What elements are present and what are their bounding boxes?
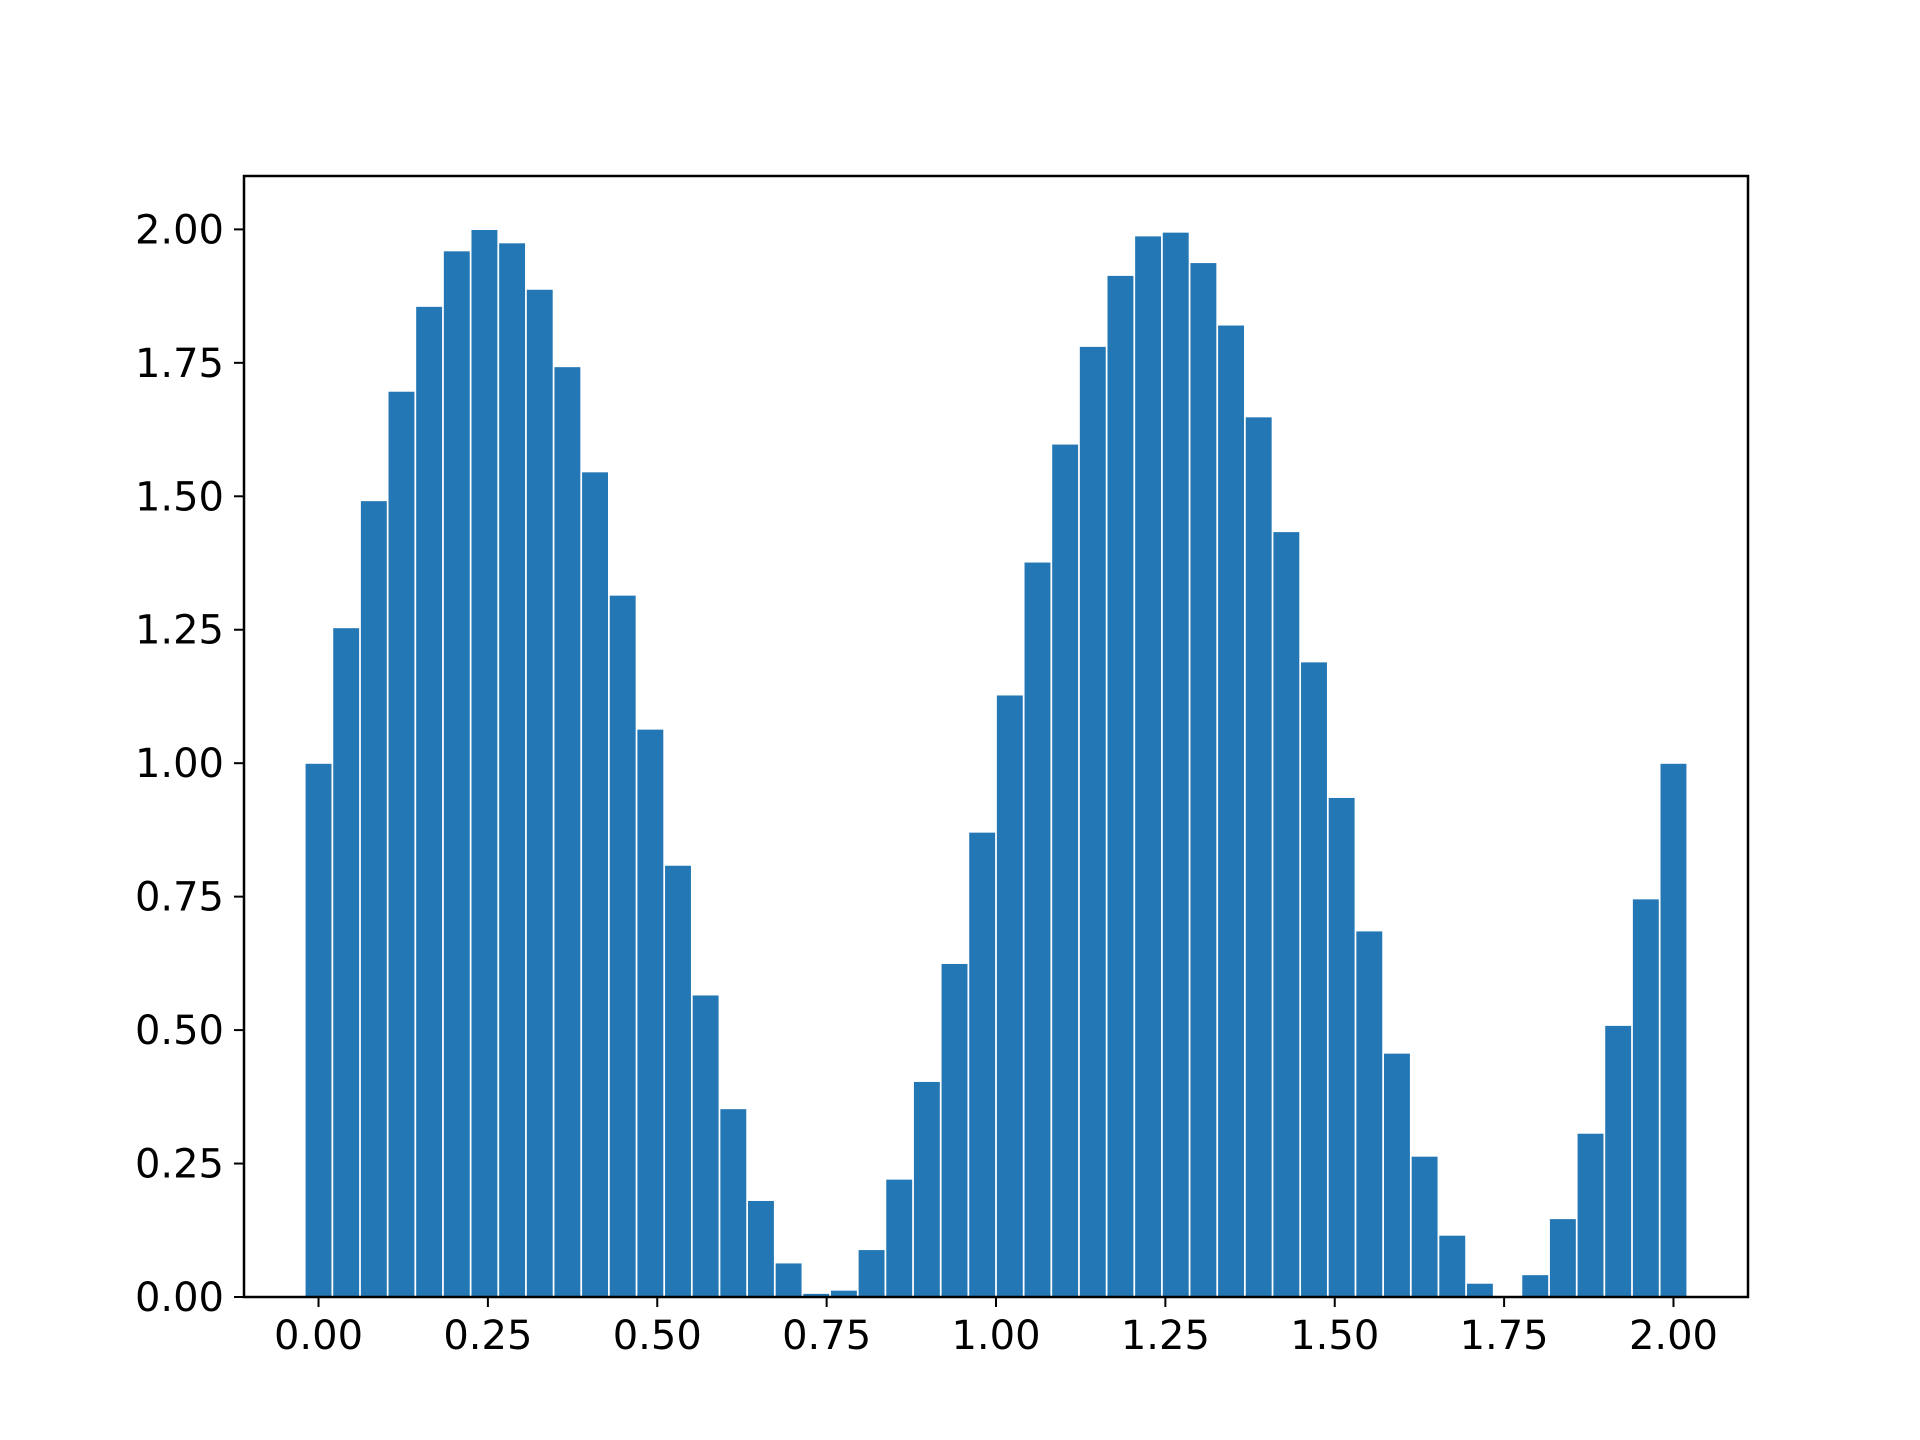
bars-group [304, 228, 1688, 1298]
y-tick-label: 0.75 [135, 875, 224, 921]
bar [1355, 930, 1384, 1298]
bar [580, 471, 610, 1298]
bar [442, 250, 471, 1298]
bar [387, 390, 416, 1298]
x-axis-ticks: 0.00 0.25 0.50 0.75 1.00 1.25 1.50 1.75 2.00 [274, 1297, 1718, 1359]
bar [691, 994, 720, 1298]
x-tick-label: 0.75 [782, 1313, 871, 1359]
bar [663, 864, 693, 1298]
y-tick-label: 0.25 [135, 1142, 224, 1188]
bar [912, 1080, 942, 1298]
bar [774, 1262, 803, 1298]
x-tick-label: 2.00 [1629, 1313, 1718, 1359]
bar [1050, 443, 1080, 1298]
bar [332, 626, 361, 1298]
x-tick-label: 0.25 [443, 1313, 532, 1359]
bar [719, 1107, 748, 1298]
bar [1382, 1052, 1412, 1298]
bar [608, 594, 637, 1298]
bar [746, 1199, 776, 1298]
bar [1631, 898, 1660, 1298]
bar [1216, 324, 1246, 1298]
bar [470, 228, 499, 1298]
bar [1023, 561, 1052, 1298]
bar [1244, 416, 1273, 1298]
bar [1327, 796, 1356, 1298]
x-tick-label: 1.50 [1290, 1313, 1379, 1359]
bar [525, 288, 554, 1298]
y-tick-label: 0.00 [135, 1275, 224, 1321]
bar [968, 831, 997, 1298]
y-tick-label: 1.25 [135, 608, 224, 654]
bar [885, 1178, 914, 1298]
bar [1106, 274, 1135, 1298]
y-tick-label: 2.00 [135, 207, 224, 253]
x-tick-label: 0.50 [613, 1313, 702, 1359]
x-tick-label: 1.25 [1121, 1313, 1210, 1359]
bar [1659, 762, 1688, 1298]
y-tick-label: 1.75 [135, 341, 224, 387]
x-tick-label: 1.00 [951, 1313, 1040, 1359]
bar [857, 1248, 886, 1298]
bar [1161, 231, 1190, 1298]
y-tick-label: 0.50 [135, 1008, 224, 1054]
bar [1299, 661, 1329, 1298]
bar [1465, 1282, 1495, 1298]
bar [553, 365, 582, 1298]
bar [1410, 1155, 1439, 1298]
bar [359, 499, 388, 1298]
bar [414, 305, 444, 1298]
bar [995, 694, 1024, 1298]
x-tick-label: 1.75 [1460, 1313, 1549, 1359]
y-tick-label: 1.50 [135, 474, 224, 520]
bar [1078, 345, 1107, 1298]
bar [940, 962, 969, 1298]
bar [1272, 530, 1301, 1298]
bar [1576, 1132, 1605, 1298]
y-tick-label: 1.00 [135, 741, 224, 787]
bar [1189, 261, 1218, 1298]
bar [497, 242, 527, 1298]
bar [1548, 1217, 1578, 1298]
bar [1604, 1024, 1633, 1298]
bar [304, 762, 333, 1298]
x-tick-label: 0.00 [274, 1313, 363, 1359]
bar [1438, 1234, 1467, 1298]
bar [1521, 1273, 1550, 1298]
y-axis-ticks: 0.00 0.25 0.50 0.75 1.00 1.25 1.50 1.75 2.00 [135, 207, 244, 1321]
bar [1133, 235, 1163, 1298]
bar [636, 728, 665, 1298]
